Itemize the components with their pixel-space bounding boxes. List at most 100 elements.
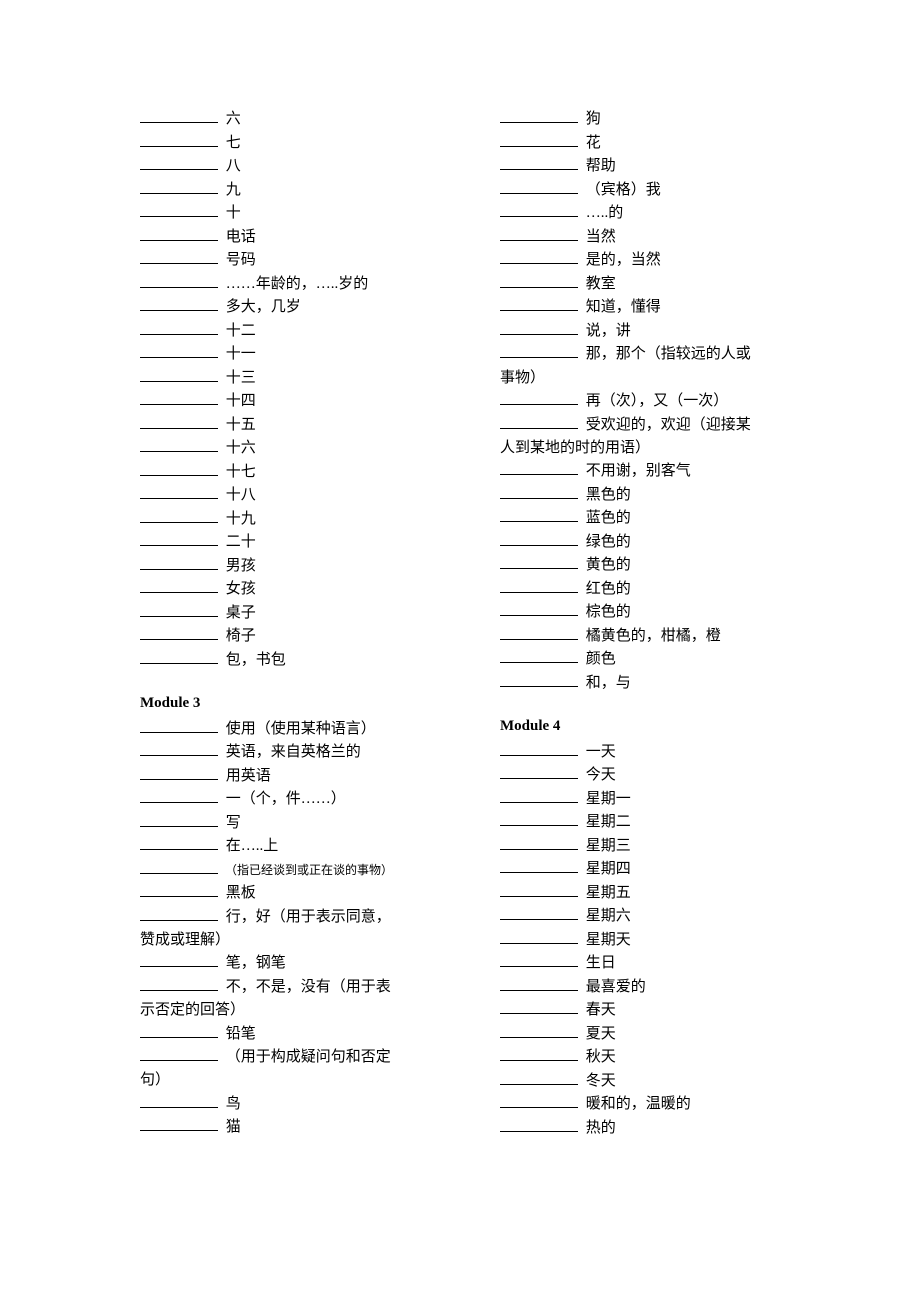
vocab-label: 不，不是，没有（用于表 [222,979,391,995]
vocab-entry: 黑板 [140,882,460,906]
blank-line[interactable] [500,672,578,687]
blank-line[interactable] [140,578,218,593]
blank-line[interactable] [140,390,218,405]
blank-line[interactable] [140,764,218,779]
vocab-label: （指已经谈到或正在谈的事物） [222,863,393,877]
blank-line[interactable] [140,320,218,335]
blank-line[interactable] [500,179,578,194]
blank-line[interactable] [500,1116,578,1131]
blank-line[interactable] [140,858,218,873]
blank-line[interactable] [140,1093,218,1108]
vocab-label: 星期六 [582,908,631,924]
blank-line[interactable] [500,108,578,123]
blank-line[interactable] [500,249,578,264]
blank-line[interactable] [140,905,218,920]
blank-line[interactable] [500,1093,578,1108]
blank-line[interactable] [500,343,578,358]
blank-line[interactable] [140,155,218,170]
blank-line[interactable] [500,764,578,779]
vocab-entry: 冬天 [500,1069,820,1093]
blank-line[interactable] [500,1069,578,1084]
vocab-label: 花 [582,135,601,151]
blank-line[interactable] [500,296,578,311]
blank-line[interactable] [500,226,578,241]
vocab-continuation: 人到某地的时的用语） [500,437,820,460]
blank-line[interactable] [500,554,578,569]
blank-line[interactable] [500,1046,578,1061]
vocab-label: 号码 [222,252,256,268]
blank-line[interactable] [500,1022,578,1037]
blank-line[interactable] [140,531,218,546]
blank-line[interactable] [140,179,218,194]
blank-line[interactable] [140,835,218,850]
blank-line[interactable] [140,717,218,732]
blank-line[interactable] [500,787,578,802]
blank-line[interactable] [500,202,578,217]
blank-line[interactable] [500,905,578,920]
blank-line[interactable] [140,882,218,897]
blank-line[interactable] [500,132,578,147]
blank-line[interactable] [140,226,218,241]
blank-line[interactable] [140,811,218,826]
blank-line[interactable] [140,976,218,991]
vocab-entry: 写 [140,811,460,835]
blank-line[interactable] [140,649,218,664]
blank-line[interactable] [140,249,218,264]
blank-line[interactable] [500,648,578,663]
vocab-label: 十五 [222,417,256,433]
blank-line[interactable] [500,811,578,826]
blank-line[interactable] [140,132,218,147]
blank-line[interactable] [140,484,218,499]
blank-line[interactable] [500,625,578,640]
blank-line[interactable] [140,602,218,617]
blank-line[interactable] [140,273,218,288]
blank-line[interactable] [140,437,218,452]
blank-line[interactable] [500,952,578,967]
blank-line[interactable] [500,484,578,499]
blank-line[interactable] [140,555,218,570]
blank-line[interactable] [140,625,218,640]
blank-line[interactable] [140,108,218,123]
blank-line[interactable] [140,461,218,476]
blank-line[interactable] [500,999,578,1014]
blank-line[interactable] [140,508,218,523]
blank-line[interactable] [500,578,578,593]
blank-line[interactable] [140,1046,218,1061]
vocab-entry: 星期四 [500,858,820,882]
vocab-entry: 用英语 [140,764,460,788]
vocab-label: 春天 [582,1002,616,1018]
blank-line[interactable] [140,367,218,382]
blank-line[interactable] [140,343,218,358]
blank-line[interactable] [500,601,578,616]
blank-line[interactable] [140,202,218,217]
blank-line[interactable] [500,413,578,428]
vocab-entry: 是的，当然 [500,249,820,273]
blank-line[interactable] [500,531,578,546]
blank-line[interactable] [140,1116,218,1131]
blank-line[interactable] [500,740,578,755]
blank-line[interactable] [500,460,578,475]
vocab-entry: 号码 [140,249,460,273]
blank-line[interactable] [500,273,578,288]
blank-line[interactable] [500,858,578,873]
blank-line[interactable] [500,834,578,849]
vocab-entry: 星期五 [500,881,820,905]
vocab-entry: 笔，钢笔 [140,952,460,976]
blank-line[interactable] [140,788,218,803]
blank-line[interactable] [500,390,578,405]
vocab-label: 猫 [222,1119,241,1135]
vocab-entry: 那，那个（指较远的人或 [500,343,820,367]
blank-line[interactable] [500,320,578,335]
blank-line[interactable] [500,975,578,990]
blank-line[interactable] [140,952,218,967]
blank-line[interactable] [500,928,578,943]
blank-line[interactable] [500,155,578,170]
blank-line[interactable] [140,741,218,756]
blank-line[interactable] [500,881,578,896]
blank-line[interactable] [500,507,578,522]
blank-line[interactable] [140,414,218,429]
blank-line[interactable] [140,296,218,311]
vocab-entry: 狗 [500,108,820,132]
blank-line[interactable] [140,1022,218,1037]
vocab-label: 棕色的 [582,604,631,620]
